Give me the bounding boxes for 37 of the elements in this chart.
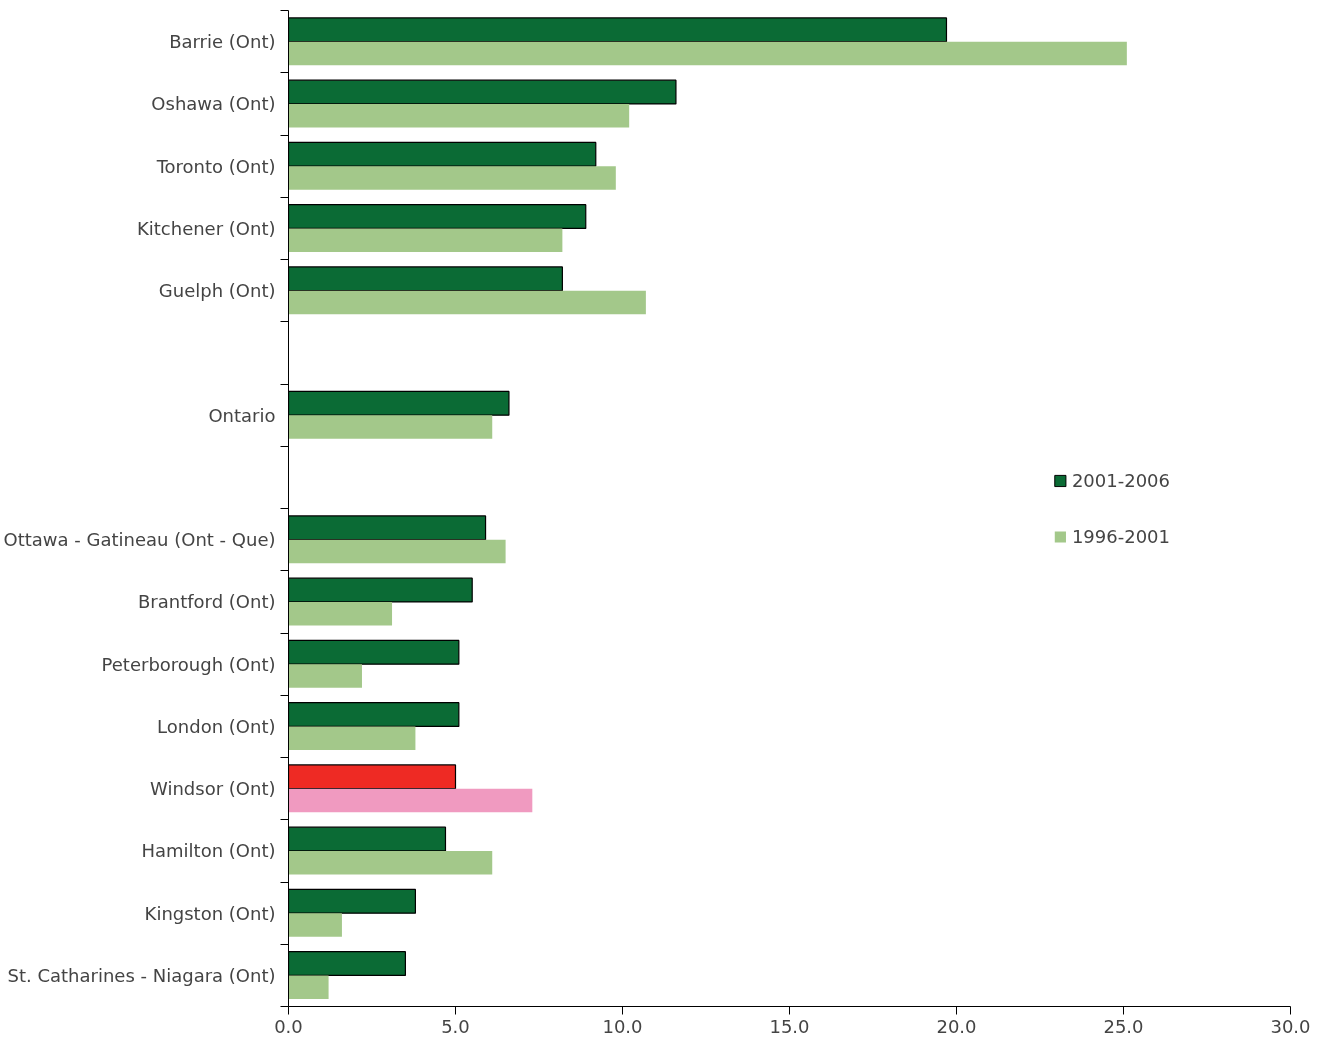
bar bbox=[288, 664, 362, 688]
y-tick-label: Brantford (Ont) bbox=[138, 591, 276, 613]
bar bbox=[288, 601, 393, 626]
bar bbox=[288, 415, 493, 439]
y-tick-label: St. Catharines - Niagara (Ont) bbox=[7, 964, 276, 986]
bar bbox=[288, 975, 329, 1000]
bar bbox=[288, 913, 342, 937]
legend-label: 1996-2001 bbox=[1071, 525, 1170, 547]
x-tick-label: 25.0 bbox=[1103, 1015, 1144, 1037]
y-tick-label: Barrie (Ont) bbox=[169, 31, 276, 53]
bar bbox=[288, 539, 506, 564]
bar bbox=[288, 290, 646, 315]
y-tick-label: Ottawa - Gatineau (Ont - Que) bbox=[3, 529, 276, 551]
bar bbox=[288, 788, 533, 813]
x-tick-label: 5.0 bbox=[441, 1015, 470, 1037]
y-tick-label: Kitchener (Ont) bbox=[136, 217, 276, 239]
bar bbox=[288, 41, 1127, 66]
x-tick-label: 20.0 bbox=[936, 1015, 977, 1037]
y-tick-label: Peterborough (Ont) bbox=[101, 653, 276, 675]
y-tick-label: Kingston (Ont) bbox=[144, 902, 276, 924]
y-tick-label: Guelph (Ont) bbox=[158, 280, 276, 302]
y-tick-label: Windsor (Ont) bbox=[150, 778, 276, 800]
y-tick-label: Toronto (Ont) bbox=[155, 155, 276, 177]
x-tick-label: 15.0 bbox=[769, 1015, 810, 1037]
bar bbox=[288, 850, 493, 875]
y-tick-label: London (Ont) bbox=[157, 715, 276, 737]
y-tick-label: Hamilton (Ont) bbox=[141, 840, 276, 862]
bar bbox=[288, 228, 563, 253]
bar bbox=[288, 103, 630, 128]
x-tick-label: 10.0 bbox=[602, 1015, 643, 1037]
bar bbox=[288, 166, 616, 190]
bar bbox=[288, 726, 416, 751]
x-tick-label: 30.0 bbox=[1270, 1015, 1311, 1037]
y-tick-label: Ontario bbox=[208, 404, 276, 426]
legend-label: 2001-2006 bbox=[1071, 469, 1170, 491]
x-tick-label: 0.0 bbox=[274, 1015, 303, 1037]
y-tick-label: Oshawa (Ont) bbox=[151, 93, 276, 115]
